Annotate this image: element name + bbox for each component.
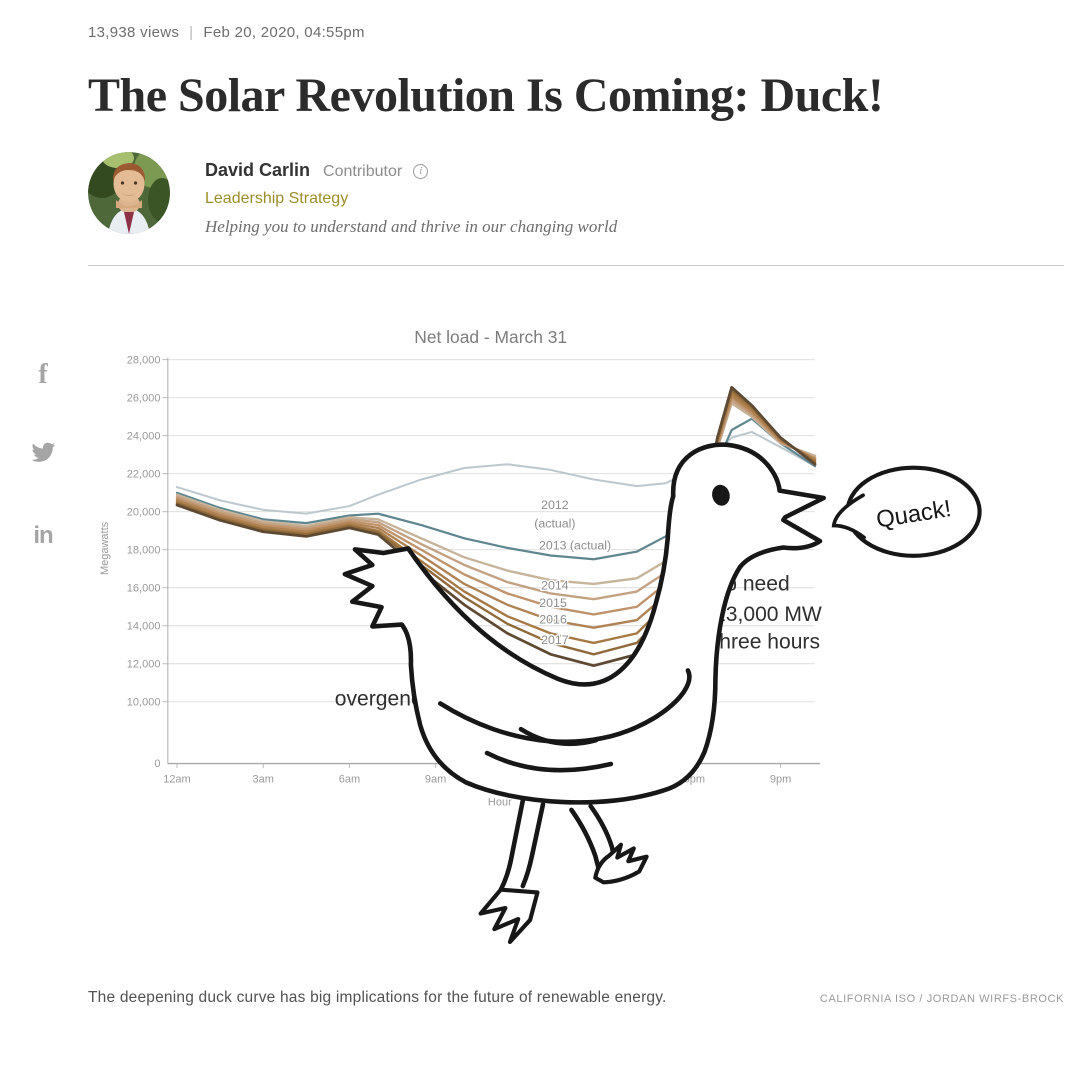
duck-drawing	[342, 441, 826, 944]
svg-text:3am: 3am	[252, 773, 273, 785]
author-block: David Carlin Contributor i Leadership St…	[88, 151, 1064, 237]
net-load-series	[175, 385, 817, 667]
avatar-image	[88, 151, 170, 234]
chart-title: Net load - March 31	[414, 327, 567, 347]
duck-foot-right	[593, 842, 649, 884]
divider	[88, 264, 1064, 266]
author-tagline: Helping you to understand and thrive in …	[205, 216, 618, 236]
duck-feather-arc-2	[484, 750, 614, 772]
speech-bubble: Quack!	[831, 465, 982, 558]
duck-wing	[437, 667, 692, 744]
label-2016: 2016	[539, 612, 567, 626]
y-axis-title: Megawatts	[99, 521, 111, 575]
twitter-bird-icon	[31, 442, 56, 462]
svg-text:9pm: 9pm	[770, 773, 791, 785]
svg-text:16,000: 16,000	[127, 582, 161, 594]
svg-text:0: 0	[154, 758, 160, 770]
view-count: 13,938 views	[88, 24, 180, 41]
x-axis-title: Hour	[488, 796, 512, 808]
label-2015: 2015	[539, 596, 567, 610]
label-2014: 2014	[541, 578, 569, 592]
svg-text:24,000: 24,000	[127, 430, 161, 442]
avatar[interactable]	[88, 151, 170, 234]
chart-background	[88, 315, 984, 946]
twitter-share-icon[interactable]	[30, 442, 56, 469]
svg-text:22,000: 22,000	[127, 468, 161, 480]
author-role: Contributor	[323, 162, 403, 180]
duck-eye	[712, 484, 730, 506]
duck-body	[342, 441, 826, 805]
meta-separator: |	[189, 24, 194, 41]
hero-figure: Net load - March 31 Megawatts 28,000 26,0…	[88, 288, 1064, 1007]
ramp-need-line2: ~13,000 MW	[702, 602, 822, 625]
duck-foot-left	[478, 887, 540, 944]
svg-text:12,000: 12,000	[127, 658, 161, 670]
svg-text:28,000: 28,000	[127, 354, 161, 366]
label-2013: 2013 (actual)	[539, 538, 611, 552]
facebook-share-icon[interactable]: f	[38, 359, 48, 390]
svg-text:20,000: 20,000	[127, 506, 161, 518]
svg-text:26,000: 26,000	[127, 392, 161, 404]
author-section-link[interactable]: Leadership Strategy	[205, 189, 349, 207]
duck-feather-arc-1	[518, 726, 599, 746]
duck-curve-chart-image: Net load - March 31 Megawatts 28,000 26,0…	[88, 315, 984, 946]
curve-year-labels: 2012 (actual) 2013 (actual) 2014 2015 20…	[533, 496, 613, 648]
svg-text:9am: 9am	[425, 773, 446, 785]
label-2017: 2017	[541, 632, 569, 646]
svg-text:18,000: 18,000	[127, 544, 161, 556]
svg-text:6am: 6am	[339, 773, 360, 785]
ramp-need-line3: in three hours	[691, 630, 820, 653]
linkedin-share-icon[interactable]: in	[33, 522, 53, 549]
label-2012: 2012	[541, 498, 569, 512]
author-name-link[interactable]: David Carlin	[205, 159, 311, 180]
svg-text:10,000: 10,000	[127, 696, 161, 708]
page-title: The Solar Revolution Is Coming: Duck!	[88, 69, 884, 122]
label-2012-actual: (actual)	[534, 516, 575, 530]
figure-caption: The deepening duck curve has big implica…	[88, 988, 667, 1006]
svg-text:14,000: 14,000	[127, 620, 161, 632]
share-rail: f in	[28, 359, 58, 549]
duck-legs	[478, 797, 649, 944]
figure-credit: CALIFORNIA ISO / JORDAN WIRFS-BROCK	[819, 992, 1064, 1005]
publish-date: Feb 20, 2020, 04:55pm	[203, 24, 365, 41]
article-meta: 13,938 views | Feb 20, 2020, 04:55pm	[88, 0, 1064, 41]
info-icon[interactable]: i	[413, 163, 429, 179]
svg-text:12am: 12am	[163, 773, 191, 785]
